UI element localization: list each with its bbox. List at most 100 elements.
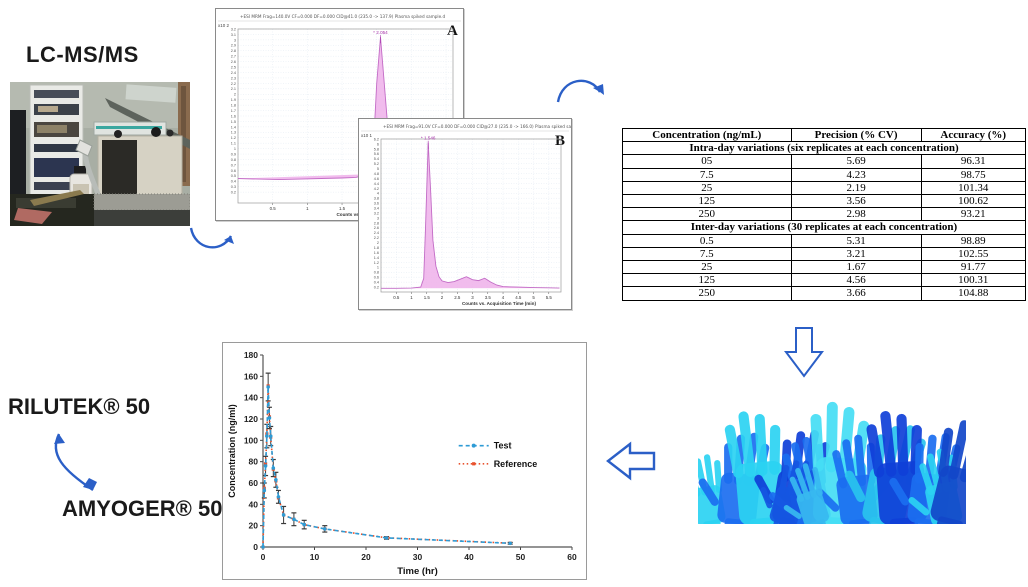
svg-text:0.5: 0.5 — [393, 295, 400, 300]
svg-text:1: 1 — [306, 206, 309, 211]
svg-text:3: 3 — [234, 38, 236, 42]
svg-text:3.8: 3.8 — [374, 197, 379, 201]
svg-text:2.6: 2.6 — [231, 60, 236, 64]
table-cell: 102.55 — [920, 246, 1027, 262]
table-row: 125 4.56 100.31 — [622, 273, 1027, 288]
svg-text:+ESI MRM Frag=91.0V CF=0.000 D: +ESI MRM Frag=91.0V CF=0.000 DF=0.000 CI… — [383, 124, 572, 129]
two-way-curved-arrow-icon — [54, 433, 97, 491]
svg-text:1.5: 1.5 — [231, 120, 236, 124]
svg-text:4: 4 — [377, 192, 379, 196]
table-cell: 7.5 — [622, 246, 792, 262]
svg-text:2: 2 — [234, 93, 236, 97]
svg-text:1.8: 1.8 — [231, 104, 236, 108]
svg-text:0: 0 — [261, 552, 266, 562]
svg-text:3.2: 3.2 — [231, 27, 236, 31]
svg-text:5: 5 — [377, 167, 379, 171]
table-section-label-0: Intra-day variations (six replicates at … — [622, 141, 1026, 156]
table-row: 250 3.66 104.88 — [622, 286, 1027, 301]
table-row: 125 3.56 100.62 — [622, 194, 1027, 209]
svg-text:4.5: 4.5 — [515, 295, 522, 300]
svg-text:2.6: 2.6 — [374, 226, 379, 230]
svg-text:1.9: 1.9 — [231, 98, 236, 102]
svg-text:120: 120 — [244, 414, 258, 424]
svg-text:Concentration (ng/ml): Concentration (ng/ml) — [227, 404, 237, 498]
table-section-label-1: Inter-day variations (30 replicates at e… — [622, 220, 1026, 235]
svg-text:1.2: 1.2 — [231, 136, 236, 140]
table-cell: 2.19 — [790, 180, 922, 196]
table-row: 05 5.69 96.31 — [622, 154, 1027, 169]
table-cell: 5.31 — [790, 233, 922, 248]
curved-right-arrow-icon — [189, 227, 234, 249]
svg-text:1: 1 — [234, 147, 236, 151]
svg-text:x10 1: x10 1 — [361, 133, 373, 138]
svg-text:2.2: 2.2 — [231, 82, 236, 86]
svg-text:4: 4 — [502, 295, 505, 300]
svg-text:1.4: 1.4 — [231, 125, 236, 129]
svg-text:2.1: 2.1 — [231, 87, 236, 91]
svg-text:Test: Test — [494, 441, 512, 451]
pk-concentration-chart: 0 20 40 60 80 100 120 140 160 180 0 10 20 30 40 50 60 Tim… — [222, 342, 587, 580]
svg-text:0.4: 0.4 — [231, 180, 236, 184]
svg-text:6.2: 6.2 — [374, 137, 379, 141]
svg-text:0.4: 0.4 — [374, 281, 379, 285]
reference-product-label: RILUTEK® 50 — [8, 394, 151, 419]
left-block-arrow-icon — [606, 441, 656, 481]
svg-text:1.8: 1.8 — [374, 246, 379, 250]
table-row: 7.5 3.21 102.55 — [622, 246, 1027, 262]
table-cell: 250 — [622, 207, 792, 222]
svg-text:2.8: 2.8 — [374, 221, 379, 225]
svg-text:4.4: 4.4 — [374, 182, 379, 186]
svg-text:140: 140 — [244, 393, 258, 403]
svg-text:3.6: 3.6 — [374, 202, 379, 206]
svg-text:0.8: 0.8 — [231, 158, 236, 162]
table-cell: 7.5 — [622, 167, 792, 182]
table-cell: 0.5 — [622, 233, 792, 248]
table-row: 25 2.19 101.34 — [622, 180, 1027, 196]
table-cell: 250 — [622, 286, 792, 301]
svg-text:2: 2 — [441, 295, 444, 300]
svg-text:* 1.546: * 1.546 — [421, 136, 436, 141]
table-cell: 98.89 — [920, 233, 1027, 248]
svg-text:180: 180 — [244, 350, 258, 360]
svg-text:2.4: 2.4 — [231, 71, 236, 75]
svg-text:1.4: 1.4 — [374, 256, 379, 260]
svg-text:3.2: 3.2 — [374, 211, 379, 215]
svg-text:40: 40 — [464, 552, 474, 562]
svg-text:4.2: 4.2 — [374, 187, 379, 191]
svg-text:0.5: 0.5 — [270, 206, 277, 211]
table-cell: 3.66 — [790, 286, 922, 301]
svg-text:20: 20 — [249, 521, 259, 531]
instrument-label: LC-MS/MS — [26, 42, 139, 67]
svg-text:1.1: 1.1 — [231, 142, 236, 146]
table-cell: 125 — [622, 194, 792, 209]
table-cell: 3.21 — [790, 246, 922, 262]
table-cell: 05 — [622, 154, 792, 169]
table-cell: 5.69 — [790, 154, 922, 169]
table-row: 0.5 5.31 98.89 — [622, 233, 1027, 248]
svg-text:Reference: Reference — [494, 459, 538, 469]
svg-text:B: B — [555, 133, 565, 149]
validation-table-container: Concentration (ng/mL) Precision (% CV) Acc… — [622, 127, 1027, 301]
svg-text:3.4: 3.4 — [374, 206, 379, 210]
svg-text:3: 3 — [377, 216, 379, 220]
table-cell: 96.31 — [920, 154, 1027, 169]
svg-text:4.8: 4.8 — [374, 172, 379, 176]
svg-text:1.7: 1.7 — [231, 109, 236, 113]
svg-text:+ESI MRM Frag=140.0V CF=0.000: +ESI MRM Frag=140.0V CF=0.000 DF=0.000 C… — [240, 14, 446, 19]
svg-text:Counts vs. Acquisition Time (m: Counts vs. Acquisition Time (min) — [462, 301, 536, 306]
down-block-arrow-icon — [784, 327, 824, 378]
svg-text:30: 30 — [413, 552, 423, 562]
table-row: 7.5 4.23 98.75 — [622, 167, 1027, 182]
svg-text:3.5: 3.5 — [485, 295, 492, 300]
svg-text:2: 2 — [377, 241, 379, 245]
svg-text:5.8: 5.8 — [374, 147, 379, 151]
svg-text:* 2.054: * 2.054 — [373, 30, 388, 35]
svg-text:1.5: 1.5 — [339, 206, 346, 211]
svg-text:80: 80 — [249, 457, 259, 467]
table-cell: 101.34 — [920, 180, 1027, 196]
svg-text:0.6: 0.6 — [374, 276, 379, 280]
table-row: 25 1.67 91.77 — [622, 260, 1027, 275]
svg-text:2.5: 2.5 — [231, 65, 236, 69]
validation-table: Concentration (ng/mL) Precision (% CV) Acc… — [622, 127, 1027, 301]
